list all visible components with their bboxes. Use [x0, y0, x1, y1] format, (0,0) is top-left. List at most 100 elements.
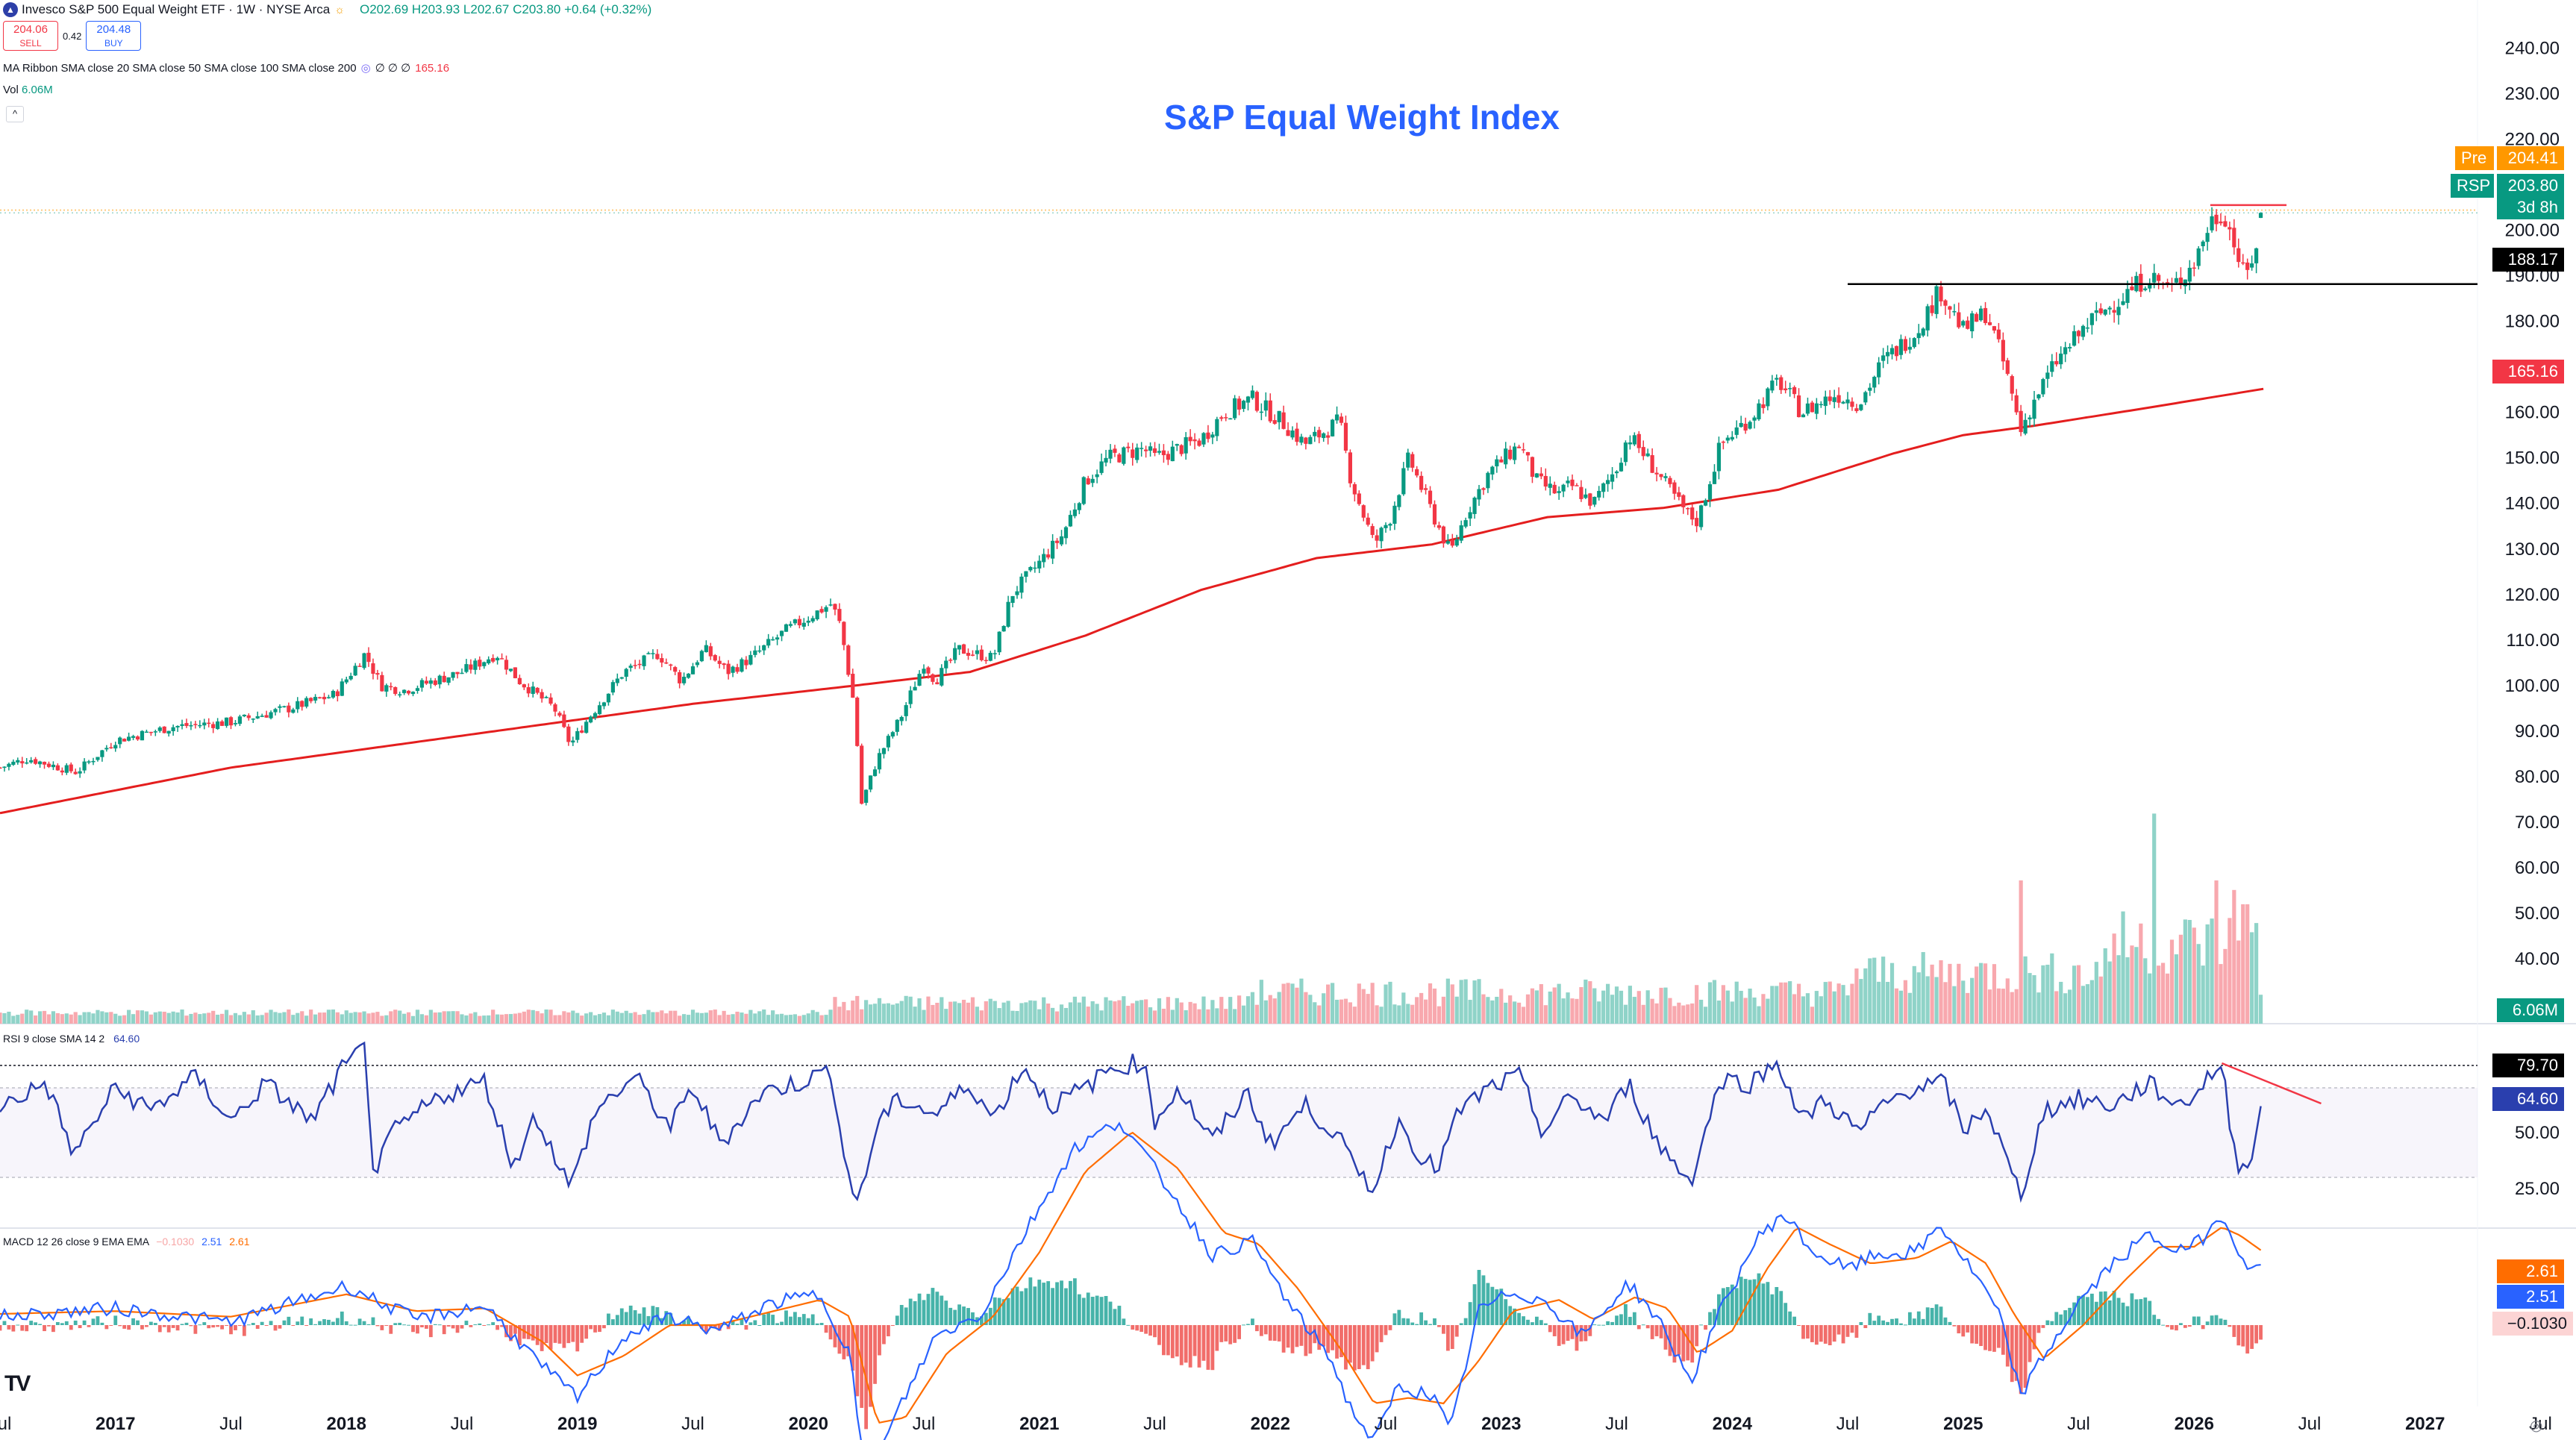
volume-bar [2236, 940, 2241, 1024]
macd-hist-bar [460, 1325, 464, 1329]
time-tick-label: 2021 [1019, 1414, 1059, 1434]
candle-body [1445, 541, 1450, 544]
macd-hist-bar [2179, 1323, 2183, 1325]
volume-bar [1707, 982, 1713, 1024]
macd-legend[interactable]: MACD 12 26 close 9 EMA EMA −0.1030 2.51 … [3, 1236, 249, 1248]
volume-bar [548, 1009, 553, 1024]
volume-bar [1863, 968, 1868, 1024]
candle-body [584, 721, 589, 733]
rsi-high-label: 79.70 [2492, 1054, 2564, 1077]
sell-button[interactable]: 204.06 SELL [3, 21, 58, 51]
buy-button[interactable]: 204.48 BUY [86, 21, 142, 51]
tradingview-logo-icon[interactable]: TV [4, 1371, 31, 1396]
collapse-legend-button[interactable]: ^ [6, 106, 24, 122]
macd-hist-bar [1486, 1283, 1490, 1325]
volume-bar [610, 1009, 615, 1024]
volume-legend[interactable]: Vol 6.06M [3, 84, 53, 96]
macd-hist-bar [2210, 1315, 2214, 1325]
candle-body [1712, 472, 1717, 484]
macd-hist-bar [1872, 1321, 1877, 1325]
candle-body [948, 660, 953, 661]
macd-hist-bar [806, 1318, 810, 1325]
candle-body [984, 660, 988, 662]
candle-body [211, 724, 216, 728]
candle-body [1290, 431, 1295, 438]
volume-bar [410, 1015, 416, 1024]
candle-body [1481, 488, 1486, 490]
time-tick-label: 2019 [557, 1414, 597, 1434]
volume-bar [1068, 1002, 1073, 1024]
candle-body [842, 622, 846, 645]
candle-body [597, 705, 602, 715]
settings-icon[interactable]: ◎ [2530, 1418, 2543, 1434]
volume-bar [881, 1004, 887, 1024]
volume-bar [678, 1015, 682, 1024]
macd-hist-bar [2032, 1325, 2036, 1350]
volume-bar [37, 1011, 43, 1024]
ma-ribbon-legend[interactable]: MA Ribbon SMA close 20 SMA close 50 SMA … [3, 61, 449, 75]
candle-body [1996, 329, 2001, 339]
eye-icon[interactable]: ◎ [360, 62, 371, 75]
volume-bar [1832, 991, 1836, 1024]
macd-hist-bar [1459, 1323, 1463, 1325]
macd-hist-bar [149, 1321, 153, 1325]
macd-hist-bar [708, 1325, 713, 1327]
macd-hist-bar [1144, 1325, 1148, 1334]
volume-bar [1495, 996, 1499, 1024]
volume-bar [1548, 991, 1552, 1024]
volume-bar [189, 1013, 193, 1024]
macd-hist-bar [1890, 1318, 1894, 1325]
symbol-header[interactable]: ▲ Invesco S&P 500 Equal Weight ETF · 1W … [3, 1, 651, 19]
macd-hist-bar [131, 1318, 135, 1325]
last-price-label: 203.80 [2497, 174, 2564, 198]
volume-bar [1987, 989, 1992, 1024]
candle-body [127, 736, 131, 741]
symbol-title[interactable]: Invesco S&P 500 Equal Weight ETF · 1W · … [22, 2, 331, 16]
macd-hist-bar [1055, 1282, 1059, 1325]
candle-body [872, 769, 878, 777]
candle-body [935, 682, 940, 685]
candle-body [157, 727, 162, 731]
macd-hist-bar [1117, 1306, 1122, 1325]
macd-hist-bar [1064, 1288, 1068, 1325]
macd-hist-bar [47, 1325, 51, 1327]
volume-bar [2072, 965, 2077, 1024]
macd-hist-bar [851, 1325, 855, 1371]
time-tick-label: Jul [219, 1414, 243, 1434]
sun-icon[interactable]: ☼ [334, 3, 345, 16]
candle-body [1739, 422, 1743, 428]
candle-body [1534, 473, 1539, 478]
macd-hist-bar [1713, 1309, 1716, 1325]
volume-bar [1015, 1010, 1019, 1024]
macd-hist-bar [855, 1325, 860, 1397]
macd-hist-bar [1966, 1325, 1970, 1333]
volume-bar [851, 1001, 855, 1024]
candle-body [419, 680, 425, 688]
candle-body [1925, 306, 1930, 331]
candle-body [1810, 402, 1815, 413]
macd-hist-bar [1766, 1282, 1770, 1325]
candle-body [1841, 401, 1845, 404]
macd-hist-bar [602, 1325, 606, 1329]
candle-body [1823, 396, 1828, 407]
candle-body [322, 696, 327, 700]
macd-hist-bar [584, 1325, 589, 1339]
macd-hist-bar [1721, 1288, 1725, 1325]
macd-hist-bar [1104, 1295, 1108, 1325]
volume-bar [1703, 1007, 1708, 1024]
macd-hist-bar [1126, 1324, 1131, 1326]
volume-bar [1233, 1009, 1237, 1024]
rsi-legend[interactable]: RSI 9 close SMA 14 2 64.60 [3, 1033, 140, 1045]
time-tick-label: 2022 [1251, 1414, 1290, 1434]
candle-body [1743, 423, 1748, 431]
candle-body [686, 673, 691, 678]
candle-body [1881, 355, 1886, 361]
time-tick-label: Jul [451, 1414, 474, 1434]
candle-body [491, 657, 495, 662]
macd-hist-bar [1704, 1325, 1707, 1330]
candle-body [464, 664, 469, 672]
macd-hist-bar [2125, 1306, 2130, 1325]
macd-hist-bar [198, 1324, 202, 1326]
volume-bar [589, 1012, 593, 1024]
